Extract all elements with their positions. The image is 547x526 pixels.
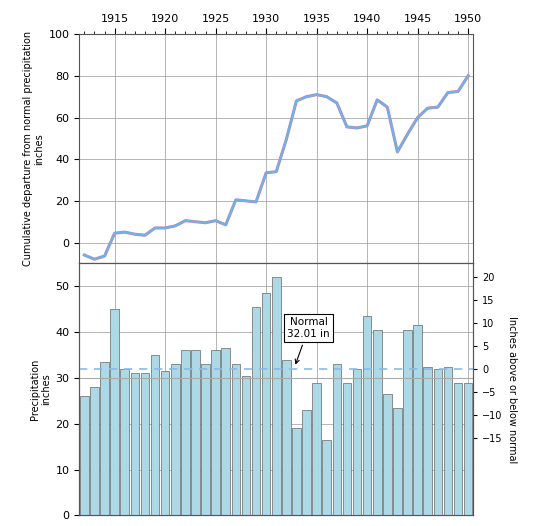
Bar [161,371,170,515]
Bar [242,376,250,515]
Bar [100,362,109,515]
Bar [151,355,159,515]
Bar [423,367,432,515]
Bar [292,428,301,515]
Y-axis label: Cumulative departure from normal precipitation
inches: Cumulative departure from normal precipi… [23,31,44,266]
Bar [120,369,129,515]
Bar [191,350,200,515]
Bar [444,367,452,515]
Bar [453,382,462,515]
Bar [141,373,149,515]
Bar [110,309,119,515]
Bar [353,369,362,515]
Bar [403,330,412,515]
Bar [211,350,220,515]
Bar [262,293,270,515]
Bar [363,316,371,515]
Bar [181,350,190,515]
Bar [333,364,341,515]
Bar [342,382,351,515]
Bar [373,330,381,515]
Bar [312,382,321,515]
Bar [434,369,442,515]
Bar [80,396,89,515]
Bar [393,408,401,515]
Bar [252,307,260,515]
Bar [383,394,392,515]
Y-axis label: Precipitation
inches: Precipitation inches [30,359,51,420]
Bar [322,440,331,515]
Bar [282,360,290,515]
Bar [231,364,240,515]
Bar [302,410,311,515]
Bar [201,364,210,515]
Bar [272,277,281,515]
Bar [222,348,230,515]
Bar [464,382,473,515]
Y-axis label: Inches above or below normal: Inches above or below normal [507,316,517,463]
Bar [131,373,139,515]
Text: Normal
32.01 in: Normal 32.01 in [287,317,330,363]
Bar [90,387,99,515]
Bar [414,325,422,515]
Bar [171,364,179,515]
